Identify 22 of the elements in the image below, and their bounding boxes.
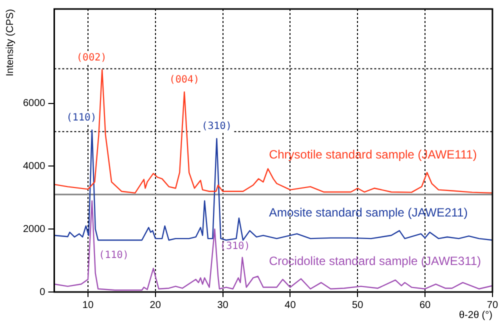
x-tick-label: 70 bbox=[486, 300, 498, 311]
x-tick-label: 10 bbox=[82, 300, 94, 311]
annotation: (002) bbox=[76, 52, 107, 64]
y-tick-label: 6000 bbox=[22, 98, 46, 110]
y-tick-label: 2000 bbox=[22, 224, 46, 235]
series-label: Amosite standard sample (JAWE211) bbox=[268, 206, 468, 220]
x-tick-label: 50 bbox=[352, 300, 364, 311]
annotation: (004) bbox=[169, 74, 200, 86]
x-tick-label: 40 bbox=[284, 300, 296, 311]
x-tick-label: 20 bbox=[150, 300, 162, 311]
x-axis-title: θ-2θ (°) bbox=[458, 310, 492, 321]
annotation: (110) bbox=[66, 112, 97, 124]
series-label: Chrysotile standard sample (JAWE111) bbox=[268, 148, 477, 162]
annotation: (310) bbox=[220, 241, 250, 252]
y-tick-label: 0 bbox=[40, 286, 46, 298]
annotation: (310) bbox=[202, 121, 232, 132]
x-tick-label: 60 bbox=[419, 300, 432, 311]
y-axis-title: Intensity (CPS) bbox=[4, 9, 16, 76]
annotation: (110) bbox=[98, 250, 129, 261]
y-tick-label: 4000 bbox=[22, 160, 46, 172]
series-label: Crocidolite standard sample (JAWE311) bbox=[268, 254, 482, 268]
x-tick-label: 30 bbox=[217, 300, 229, 311]
